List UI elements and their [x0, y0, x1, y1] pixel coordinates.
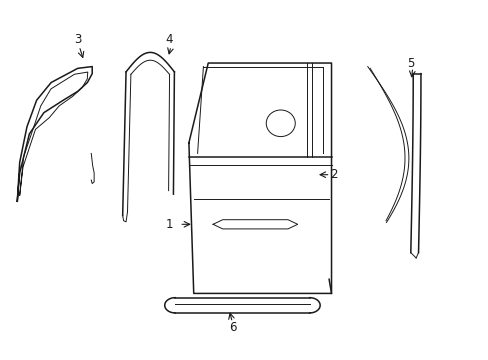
- Text: 3: 3: [74, 33, 81, 46]
- Text: 4: 4: [165, 33, 173, 46]
- Polygon shape: [213, 220, 297, 229]
- Text: 5: 5: [407, 57, 414, 69]
- Text: 6: 6: [228, 321, 236, 334]
- Text: 2: 2: [329, 168, 337, 181]
- Text: 1: 1: [165, 218, 173, 231]
